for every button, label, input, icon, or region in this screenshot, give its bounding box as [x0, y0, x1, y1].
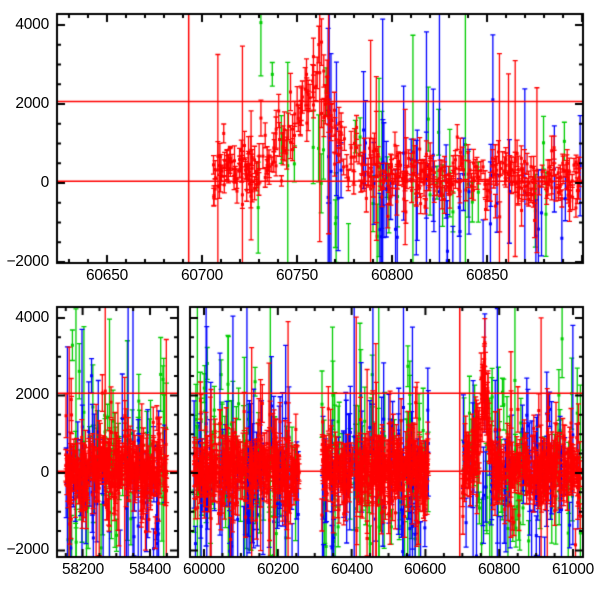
- top-y-tick-label: 2000: [15, 95, 49, 112]
- bottom-y-tick-label: −2000: [6, 541, 49, 558]
- bottom-x-tick-label: 60600: [403, 561, 447, 578]
- bottom-x-tick-label: 60800: [477, 561, 521, 578]
- top-y-tick-label: −2000: [6, 253, 49, 270]
- bottom-x-tick-label: 60400: [330, 561, 374, 578]
- bottom-y-tick-label: 4000: [15, 309, 49, 326]
- top-y-tick-label: 4000: [15, 16, 49, 33]
- top-x-tick-label: 60700: [180, 267, 224, 284]
- bottom-x-tick-label: 58400: [128, 561, 172, 578]
- top-x-tick-label: 60850: [465, 267, 509, 284]
- bottom-x-tick-label: 58200: [61, 561, 105, 578]
- bottom-x-tick-label: 61000: [551, 561, 595, 578]
- top-x-tick-label: 60800: [370, 267, 414, 284]
- top-x-tick-label: 60650: [85, 267, 129, 284]
- bottom-x-tick-label: 60000: [182, 561, 226, 578]
- bottom-y-tick-label: 2000: [15, 386, 49, 403]
- top-y-tick-label: 0: [40, 174, 50, 191]
- bottom-y-tick-label: 0: [40, 464, 50, 481]
- bottom-x-tick-label: 60200: [256, 561, 300, 578]
- top-x-tick-label: 60750: [275, 267, 319, 284]
